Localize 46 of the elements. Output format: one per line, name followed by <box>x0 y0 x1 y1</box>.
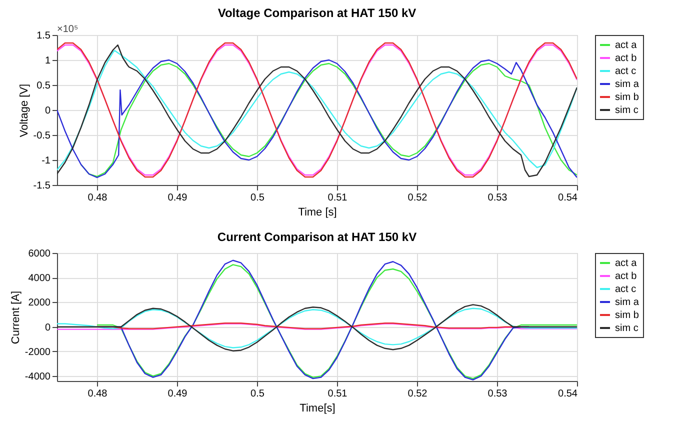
x-tick-label: 0.49 <box>168 192 188 204</box>
y-tick-label: 0 <box>44 322 51 334</box>
y-tick-label: 0.5 <box>36 80 51 92</box>
legend-label: act b <box>615 271 638 282</box>
legend-label: sim a <box>615 297 640 308</box>
y-tick-label: -1.5 <box>33 180 51 192</box>
y-axis-title: Current [A] <box>10 290 22 344</box>
legend-label: act b <box>615 53 638 64</box>
legend-label: sim a <box>615 79 640 90</box>
x-tick-label: 0.52 <box>408 192 428 204</box>
legend-label: sim c <box>615 323 638 334</box>
y-tick-label: -1 <box>42 156 51 166</box>
x-tick-label: 0.54 <box>558 192 578 204</box>
y-tick-label: 6000 <box>28 248 51 260</box>
x-tick-label: 0.49 <box>168 388 188 400</box>
x-tick-label: 0.52 <box>408 388 428 400</box>
x-tick-label: 0.48 <box>88 388 108 400</box>
x-tick-label: 0.53 <box>488 388 508 400</box>
x-tick-label: 0.54 <box>558 388 578 400</box>
legend-label: act c <box>615 66 636 77</box>
legend-label: sim c <box>615 105 638 116</box>
x-tick-label: 0.51 <box>328 388 348 400</box>
x-axis-title: Time[s] <box>300 402 336 414</box>
y-tick-label: 0 <box>44 106 51 116</box>
legend-label: act c <box>615 284 636 295</box>
text: ×10⁵ <box>57 24 78 35</box>
y-tick-label: 2000 <box>28 298 51 309</box>
y-tick-label: -2000 <box>24 346 51 358</box>
x-tick-label: 0.5 <box>250 192 265 204</box>
chart-title: Voltage Comparison at HAT 150 kV <box>218 6 416 20</box>
chart-title: Current Comparison at HAT 150 kV <box>217 230 417 244</box>
y-tick-label: 4000 <box>28 273 51 284</box>
x-tick-label: 0.53 <box>488 192 508 204</box>
legend-label: act a <box>615 258 638 269</box>
y-axis-title: Voltage [V] <box>18 84 30 138</box>
y-tick-label: 1.5 <box>36 30 51 42</box>
legend-label: sim b <box>615 92 640 103</box>
y-tick-label: -0.5 <box>33 130 51 142</box>
y-tick-label: 1 <box>44 56 51 66</box>
y-tick-label: -4000 <box>24 372 51 383</box>
x-tick-label: 0.5 <box>250 388 265 400</box>
legend-label: act a <box>615 40 638 51</box>
x-tick-label: 0.51 <box>328 192 348 204</box>
x-tick-label: 0.48 <box>88 192 108 204</box>
x-axis-title: Time [s] <box>298 206 337 218</box>
legend-label: sim b <box>615 310 640 321</box>
